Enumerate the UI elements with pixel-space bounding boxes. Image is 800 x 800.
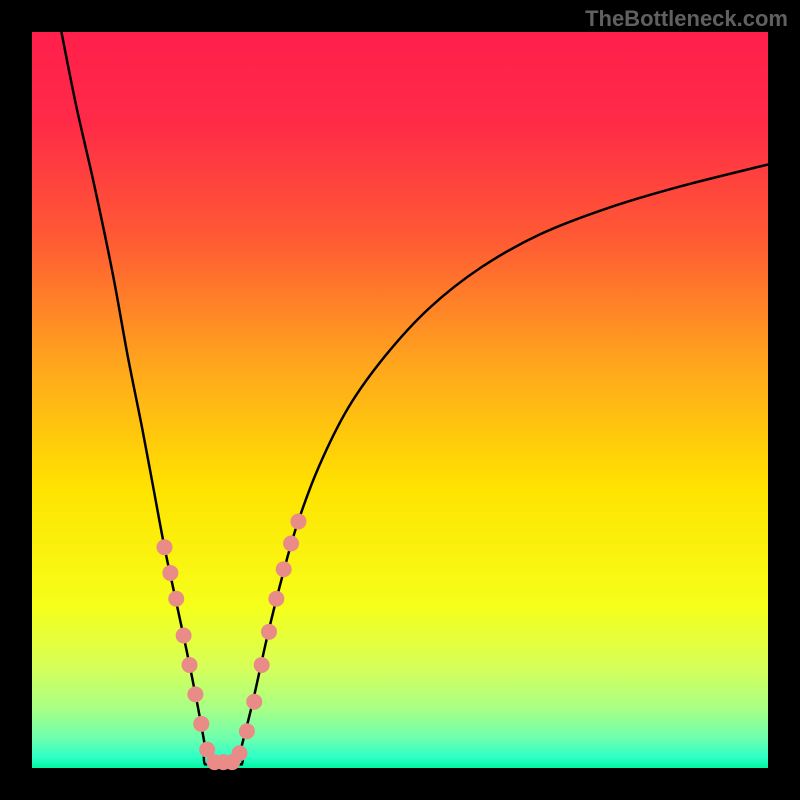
marker-dot	[290, 513, 306, 529]
bottleneck-chart	[0, 0, 800, 800]
marker-dot	[187, 686, 203, 702]
plot-background	[32, 32, 768, 768]
marker-dot	[239, 723, 255, 739]
marker-dot	[176, 628, 192, 644]
marker-dot	[276, 561, 292, 577]
marker-dot	[232, 745, 248, 761]
watermark-text: TheBottleneck.com	[585, 6, 788, 32]
marker-dot	[254, 657, 270, 673]
marker-dot	[261, 624, 277, 640]
chart-container: TheBottleneck.com	[0, 0, 800, 800]
marker-dot	[182, 657, 198, 673]
marker-dot	[283, 536, 299, 552]
marker-dot	[246, 694, 262, 710]
marker-dot	[156, 539, 172, 555]
marker-dot	[168, 591, 184, 607]
marker-dot	[268, 591, 284, 607]
marker-dot	[162, 565, 178, 581]
marker-dot	[193, 716, 209, 732]
